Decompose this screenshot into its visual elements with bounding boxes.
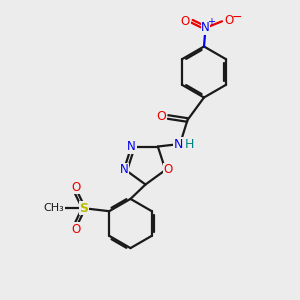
Text: O: O bbox=[72, 223, 81, 236]
Bar bbox=[157, 114, 166, 120]
Text: O: O bbox=[164, 164, 173, 176]
Bar bbox=[80, 205, 88, 212]
Text: O: O bbox=[181, 15, 190, 28]
Bar bbox=[72, 226, 80, 232]
Bar bbox=[202, 24, 209, 32]
Bar bbox=[72, 184, 80, 190]
Text: N: N bbox=[201, 21, 210, 34]
Text: O: O bbox=[72, 181, 81, 194]
Text: −: − bbox=[232, 11, 242, 24]
Text: N: N bbox=[174, 137, 183, 151]
Bar bbox=[45, 205, 62, 211]
Text: S: S bbox=[79, 202, 88, 215]
Text: N: N bbox=[127, 140, 136, 153]
Bar bbox=[120, 167, 128, 173]
Bar bbox=[165, 167, 172, 173]
Bar bbox=[128, 143, 135, 150]
Bar bbox=[224, 18, 233, 25]
Text: +: + bbox=[207, 17, 214, 27]
Text: O: O bbox=[224, 14, 233, 27]
Bar bbox=[182, 18, 189, 25]
Text: N: N bbox=[120, 164, 128, 176]
Text: O: O bbox=[157, 110, 166, 124]
Text: H: H bbox=[185, 137, 194, 151]
Bar bbox=[173, 140, 187, 148]
Text: CH₃: CH₃ bbox=[43, 203, 64, 213]
